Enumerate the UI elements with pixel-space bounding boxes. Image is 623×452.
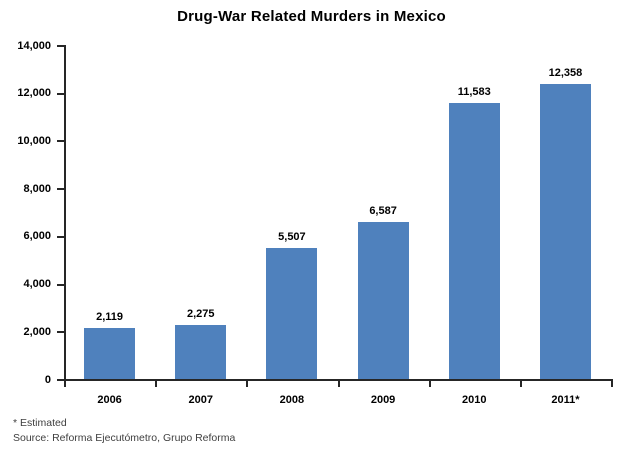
x-axis-tick xyxy=(428,381,431,387)
y-axis-tick-label: 2,000 xyxy=(23,325,51,338)
x-axis-tick xyxy=(155,381,158,387)
y-axis-tick xyxy=(57,45,64,47)
y-axis-tick-label: 12,000 xyxy=(17,87,51,100)
bar-value-label: 5,507 xyxy=(278,230,306,243)
bar-2010 xyxy=(448,102,500,379)
bar-2006 xyxy=(84,328,136,379)
y-axis-tick-label: 8,000 xyxy=(23,182,51,195)
bar-2008 xyxy=(266,247,318,379)
y-axis-tick-label: 6,000 xyxy=(23,230,51,243)
x-axis-tick xyxy=(611,381,613,387)
bar-value-label: 12,358 xyxy=(548,67,583,80)
x-axis-category-label: 2006 xyxy=(97,394,122,406)
y-axis-tick xyxy=(57,235,64,238)
x-axis-line xyxy=(64,379,613,381)
x-axis-tick xyxy=(519,381,522,387)
y-axis-tick xyxy=(57,188,64,191)
y-axis-tick-label: 4,000 xyxy=(23,278,51,291)
y-axis-tick-label: 14,000 xyxy=(17,39,51,52)
y-axis-tick xyxy=(57,379,64,381)
x-axis-tick xyxy=(246,381,249,387)
y-axis-tick xyxy=(57,283,64,286)
y-axis-line xyxy=(64,45,66,381)
bar-value-label: 6,587 xyxy=(369,204,397,217)
y-axis-tick-label: 10,000 xyxy=(17,134,51,147)
x-axis-category-label: 2011* xyxy=(551,394,580,406)
x-axis-category-label: 2007 xyxy=(188,394,213,406)
chart-footnotes: * Estimated Source: Reforma Ejecutómetro… xyxy=(13,416,235,446)
bar-value-label: 11,583 xyxy=(457,85,491,98)
y-axis-tick xyxy=(57,331,64,334)
chart-title: Drug-War Related Murders in Mexico xyxy=(177,8,446,25)
bar-2007 xyxy=(175,324,227,379)
x-axis-tick xyxy=(337,381,340,387)
bar-2011-est xyxy=(539,84,591,379)
x-axis-category-label: 2008 xyxy=(279,394,305,406)
footnote-source: Source: Reforma Ejecutómetro, Grupo Refo… xyxy=(13,432,236,444)
y-axis-tick-label: 0 xyxy=(44,373,51,386)
bar-value-label: 2,119 xyxy=(96,311,124,324)
bar-2009 xyxy=(357,221,409,379)
bar-value-label: 2,275 xyxy=(186,307,215,320)
y-axis-tick xyxy=(57,140,64,143)
x-axis-category-label: 2009 xyxy=(370,394,396,406)
x-axis-tick xyxy=(64,381,66,387)
x-axis-category-label: 2010 xyxy=(462,394,487,406)
y-axis-tick xyxy=(57,92,64,95)
footnote-estimated: * Estimated xyxy=(13,417,67,429)
